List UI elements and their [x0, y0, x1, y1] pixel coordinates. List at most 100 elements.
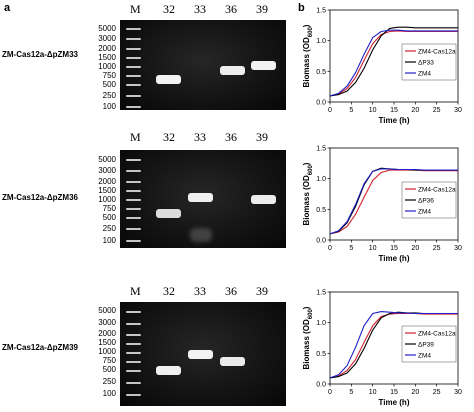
ladder-band [126, 48, 141, 50]
gel1-lane-label-33: 33 [194, 2, 206, 16]
ladder-band [126, 334, 141, 336]
gel1-mw-2000: 2000 [98, 44, 116, 53]
gel2-lane-label-33: 33 [194, 130, 206, 144]
gel3-mw-750: 750 [102, 356, 116, 365]
x-tick-label: 0 [328, 245, 332, 252]
dna-smear [190, 228, 212, 242]
x-tick-label: 0 [328, 107, 332, 114]
y-tick-label: 0.0 [316, 238, 326, 245]
ladder-band [126, 382, 141, 384]
gel2-mw-250: 250 [102, 224, 116, 233]
gel2-mw-5000: 5000 [98, 155, 116, 164]
series-line [329, 312, 458, 379]
gel-image-pzm33 [120, 20, 286, 110]
x-tick-label: 15 [390, 245, 398, 252]
x-tick-label: 5 [349, 389, 353, 396]
x-tick-label: 10 [369, 389, 377, 396]
y-tick-label: 0.5 [316, 207, 326, 214]
ladder-band [126, 199, 141, 201]
y-tick-label: 1.0 [316, 38, 326, 45]
gel1-ladder-label: M [130, 2, 141, 16]
y-tick-label: 0.5 [316, 69, 326, 76]
ladder-band [126, 361, 141, 363]
ladder-band [126, 38, 141, 40]
ladder-band [126, 311, 141, 313]
gel3-mw-250: 250 [102, 377, 116, 386]
dna-band [251, 195, 276, 204]
gel2-mw-750: 750 [102, 204, 116, 213]
x-tick-label: 10 [369, 245, 377, 252]
gel1-mw-100: 100 [102, 102, 116, 111]
series-line [329, 30, 458, 97]
gel2-lane-label-39: 39 [256, 130, 268, 144]
dna-band [220, 66, 245, 75]
gel1-mw-750: 750 [102, 71, 116, 80]
x-axis-label: Time (h) [379, 116, 410, 125]
ladder-band [126, 170, 141, 172]
x-axis-label: Time (h) [379, 398, 410, 407]
x-tick-label: 0 [328, 389, 332, 396]
dna-band [220, 357, 245, 366]
x-tick-label: 20 [411, 107, 419, 114]
dna-band [188, 193, 213, 202]
series-line [329, 26, 458, 97]
legend-entry: ΔP33 [418, 60, 434, 67]
growth-chart-pzm36: 0 5 10 15 20 25 30 0.0 0.5 1.0 1.5 Time (h) Biomass … [302, 146, 462, 264]
gel3-lane-label-36: 36 [225, 284, 237, 298]
ladder-band [126, 57, 141, 59]
gel3-ladder-label: M [130, 284, 141, 298]
gel1-mw-5000: 5000 [98, 24, 116, 33]
x-tick-label: 25 [433, 107, 441, 114]
x-tick-label: 10 [369, 107, 377, 114]
ladder-band [126, 323, 141, 325]
row-label-pzm33: ZM-Cas12a-ΔpZM33 [2, 50, 78, 59]
legend-entry: ΔP39 [418, 342, 434, 349]
growth-chart-pzm33: 0 5 10 15 20 25 30 0.0 0.5 1.0 1.5 Time (h) Biomass … [302, 8, 462, 126]
gel2-mw-3000: 3000 [98, 166, 116, 175]
x-tick-label: 5 [349, 245, 353, 252]
y-tick-label: 1.0 [316, 176, 326, 183]
x-tick-label: 5 [349, 107, 353, 114]
x-tick-label: 25 [433, 389, 441, 396]
y-axis-label: Biomass (OD600) [302, 162, 314, 225]
ladder-lane [126, 20, 141, 110]
gel-image-pzm36 [120, 150, 286, 248]
gel1-mw-3000: 3000 [98, 34, 116, 43]
gel3-mw-1000: 1000 [98, 347, 116, 356]
y-tick-label: 0.0 [316, 100, 326, 107]
ladder-band [126, 28, 141, 30]
gel1-lane-label-36: 36 [225, 2, 237, 16]
x-tick-label: 25 [433, 245, 441, 252]
ladder-lane [126, 302, 141, 406]
dna-band [156, 75, 181, 84]
series-line [329, 311, 458, 379]
y-tick-label: 1.0 [316, 320, 326, 327]
series-line [329, 168, 458, 235]
ladder-band [126, 66, 141, 68]
x-tick-label: 15 [390, 107, 398, 114]
ladder-band [126, 240, 141, 242]
y-tick-label: 1.5 [316, 290, 326, 297]
dna-band [156, 209, 181, 218]
gel2-mw-2000: 2000 [98, 177, 116, 186]
ladder-band [126, 217, 141, 219]
gel3-mw-5000: 5000 [98, 306, 116, 315]
x-tick-label: 30 [454, 107, 462, 114]
panel-a-letter: a [4, 2, 11, 14]
ladder-band [126, 84, 141, 86]
x-tick-label: 20 [411, 389, 419, 396]
y-axis-label: Biomass (OD600) [302, 24, 314, 87]
legend-entry: ZM4 [418, 71, 431, 78]
legend-entry: ZM4-Cas12a [418, 187, 456, 194]
gel2-lane-label-32: 32 [163, 130, 175, 144]
x-tick-label: 30 [454, 389, 462, 396]
growth-chart-pzm39: 0 5 10 15 20 25 30 0.0 0.5 1.0 1.5 Time (h) Biomass … [302, 290, 462, 408]
gel1-mw-1500: 1500 [98, 53, 116, 62]
legend-entry: ZM4 [418, 353, 431, 360]
y-tick-label: 0.5 [316, 351, 326, 358]
ladder-band [126, 95, 141, 97]
gel3-mw-1500: 1500 [98, 338, 116, 347]
gel2-mw-1000: 1000 [98, 195, 116, 204]
gel3-lane-label-39: 39 [256, 284, 268, 298]
ladder-lane [126, 150, 141, 248]
